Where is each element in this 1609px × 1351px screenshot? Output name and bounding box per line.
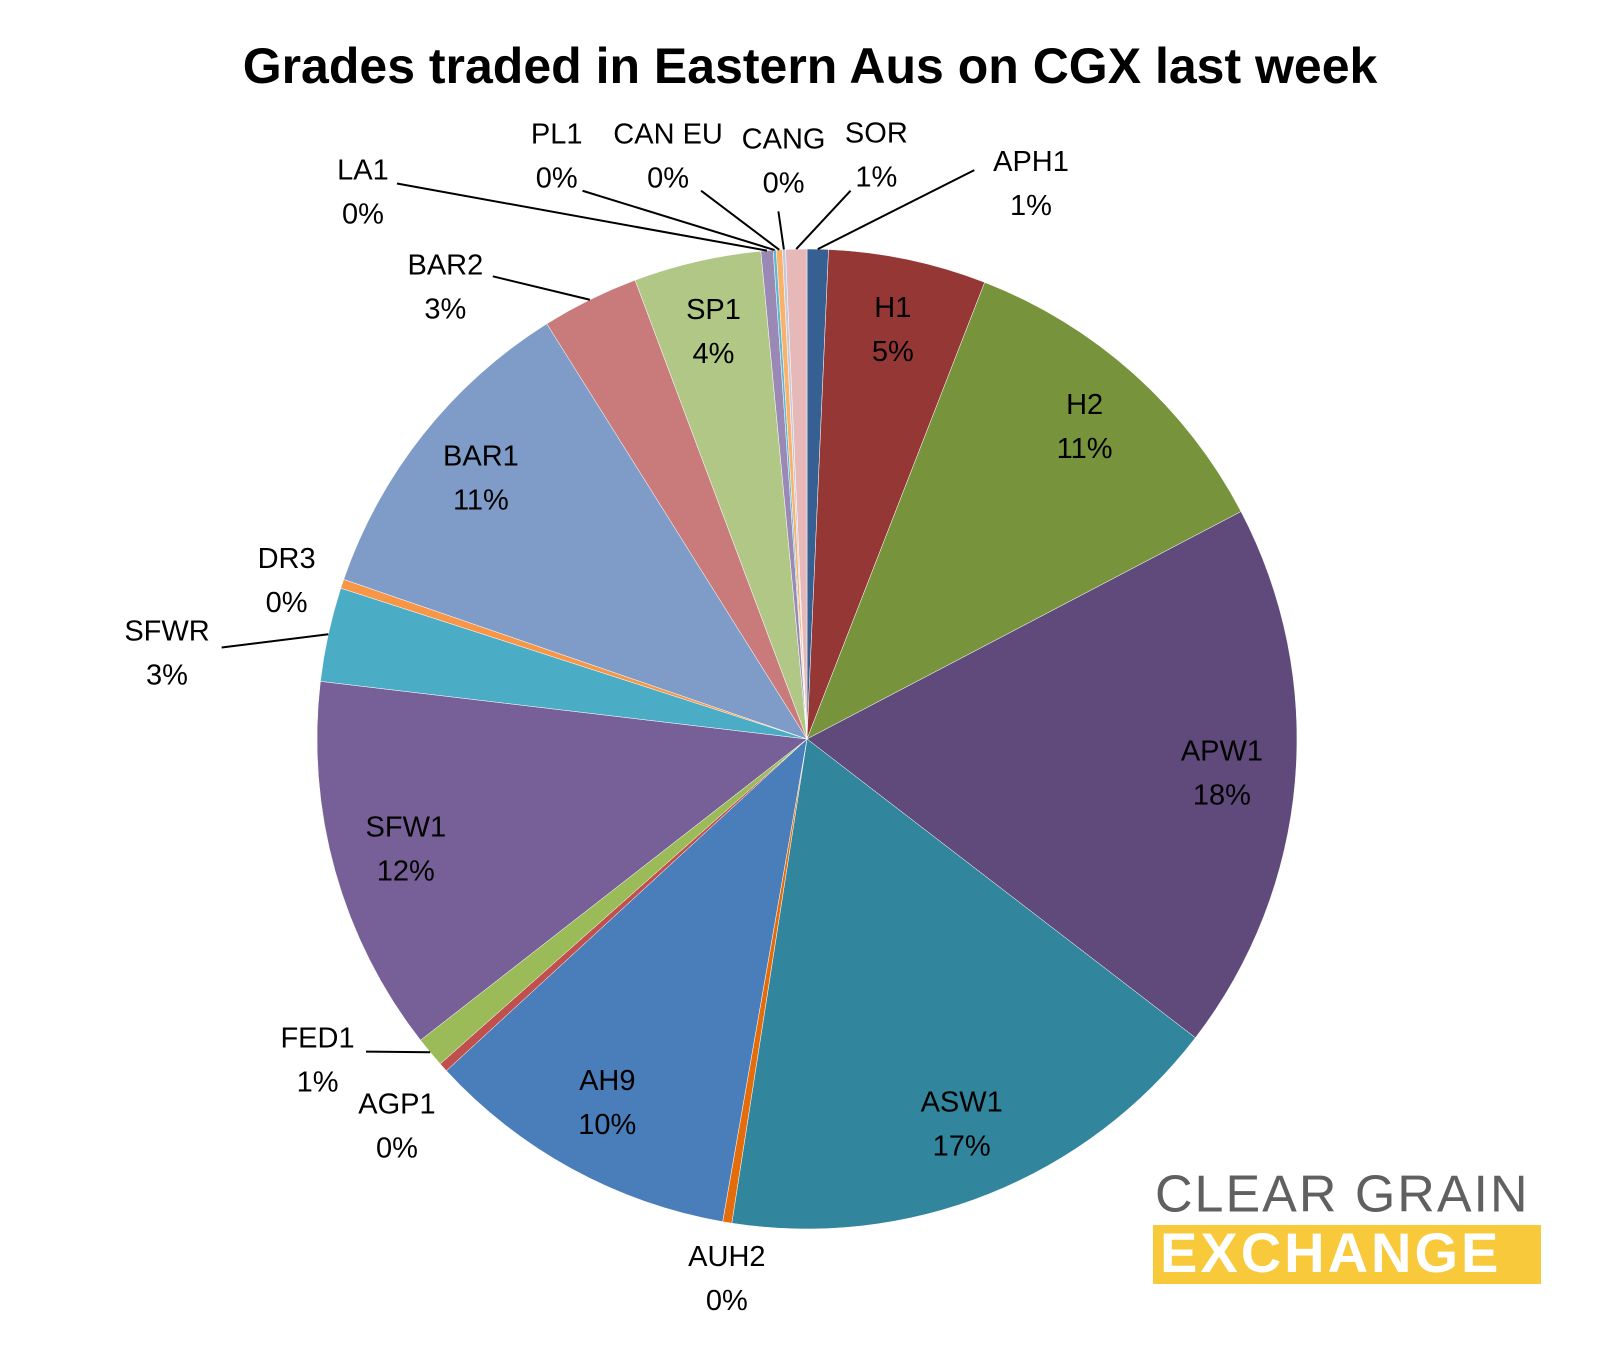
logo: CLEAR GRAIN EXCHANGE bbox=[1153, 1166, 1541, 1284]
slice-label: PL1 bbox=[531, 118, 583, 150]
slice-value-label: 12% bbox=[377, 856, 435, 888]
pie-slice bbox=[806, 249, 986, 740]
pie-slice bbox=[446, 738, 808, 1222]
leader-line bbox=[700, 189, 780, 251]
slice-label: SFWR bbox=[124, 615, 209, 647]
slice-value-label: 1% bbox=[855, 161, 897, 193]
slice-label: APW1 bbox=[1181, 736, 1263, 768]
slice-label: BAR1 bbox=[443, 441, 519, 473]
slice-value-label: 3% bbox=[424, 293, 466, 325]
slice-value-label: 11% bbox=[453, 485, 509, 517]
slice-value-label: 18% bbox=[1193, 780, 1251, 812]
leader-line bbox=[492, 275, 591, 301]
slice-label: FED1 bbox=[280, 1023, 354, 1055]
slice-label: AUH2 bbox=[688, 1241, 765, 1273]
slice-label: H1 bbox=[874, 292, 911, 324]
slice-label: ASW1 bbox=[921, 1086, 1003, 1118]
leader-line bbox=[365, 1050, 431, 1054]
slice-label: CAN EU bbox=[613, 118, 723, 150]
leader-line bbox=[396, 182, 768, 252]
pie-slice bbox=[343, 323, 808, 740]
leader-line bbox=[817, 169, 975, 251]
chart-title: Grades traded in Eastern Aus on CGX last… bbox=[243, 38, 1378, 94]
slice-label: SFW1 bbox=[366, 812, 447, 844]
slice-value-label: 1% bbox=[297, 1067, 339, 1099]
pie-slice bbox=[806, 511, 1298, 1039]
slice-label: SP1 bbox=[686, 294, 741, 326]
slice-value-label: 5% bbox=[872, 336, 914, 368]
slice-value-label: 0% bbox=[342, 198, 384, 230]
slice-value-label: 0% bbox=[706, 1285, 748, 1317]
slice-label: AH9 bbox=[579, 1065, 635, 1097]
slice-value-label: 10% bbox=[578, 1109, 636, 1141]
leader-line bbox=[795, 190, 852, 250]
slice-value-label: 0% bbox=[266, 587, 308, 619]
logo-band bbox=[1153, 1225, 1541, 1284]
pie-slice bbox=[316, 681, 808, 1041]
slice-value-label: 0% bbox=[536, 162, 578, 194]
slice-value-label: 0% bbox=[647, 162, 689, 194]
logo-text: EXCHANGE bbox=[1160, 1221, 1501, 1284]
slice-label: DR3 bbox=[258, 543, 316, 575]
pie-slice bbox=[785, 248, 808, 740]
slice-value-label: 3% bbox=[146, 659, 188, 691]
slice-value-label: 1% bbox=[1010, 190, 1052, 222]
slice-label: SOR bbox=[845, 117, 908, 149]
slice-value-label: 4% bbox=[693, 338, 735, 370]
slice-label: BAR2 bbox=[408, 249, 484, 281]
leader-line bbox=[777, 211, 785, 250]
pie-slice bbox=[806, 282, 1242, 740]
slice-label: AGP1 bbox=[358, 1089, 435, 1121]
leader-line bbox=[582, 189, 775, 252]
slice-value-label: 0% bbox=[763, 168, 805, 200]
logo-text: CLEAR GRAIN bbox=[1155, 1166, 1530, 1224]
slice-value-label: 0% bbox=[376, 1133, 418, 1165]
pie-slice bbox=[731, 738, 1196, 1230]
slice-label: APH1 bbox=[993, 146, 1069, 178]
slice-value-label: 11% bbox=[1057, 433, 1113, 465]
leader-line bbox=[221, 633, 329, 649]
slice-label: H2 bbox=[1066, 389, 1103, 421]
slice-value-label: 17% bbox=[933, 1130, 991, 1162]
slice-label: LA1 bbox=[337, 154, 389, 186]
slice-label: CANG bbox=[742, 124, 826, 156]
